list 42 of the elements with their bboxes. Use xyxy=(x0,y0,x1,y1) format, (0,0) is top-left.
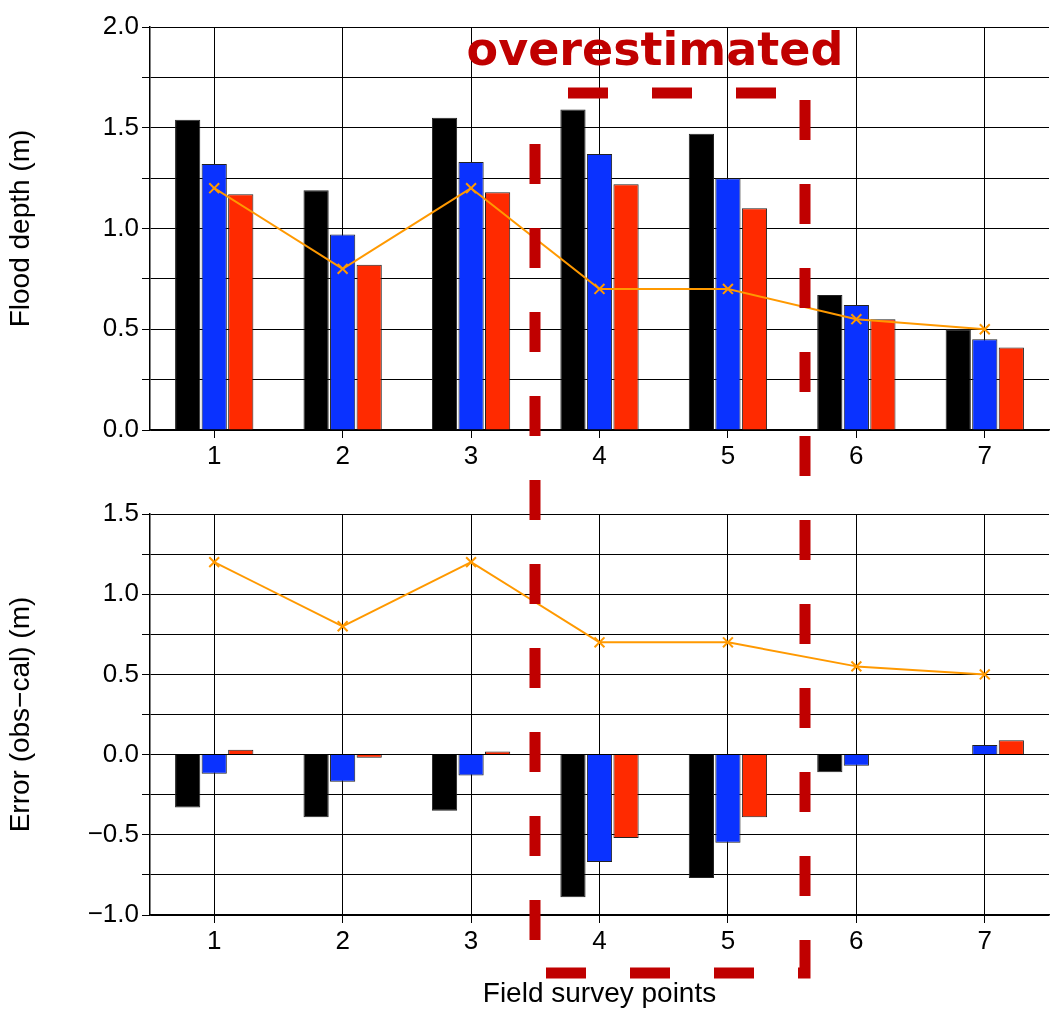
y-tick-label: −0.5 xyxy=(87,817,139,848)
point xyxy=(593,636,606,649)
x-tick-label: 7 xyxy=(977,439,993,470)
x-tick-label: 3 xyxy=(463,439,479,470)
y-tick-label: 1.5 xyxy=(102,497,139,528)
x-tick-label: 1 xyxy=(206,924,222,955)
y-tick-label: 0.0 xyxy=(102,737,139,768)
point xyxy=(721,283,734,295)
point xyxy=(465,182,478,195)
y-axis-title: Error (obs−cal) (m) xyxy=(3,596,35,833)
x-tick-label: 5 xyxy=(720,439,736,470)
point xyxy=(208,556,221,569)
x-tick-label: 7 xyxy=(977,924,993,955)
point xyxy=(978,668,991,681)
point xyxy=(208,182,221,195)
y-tick-label: −1.0 xyxy=(87,898,139,929)
point xyxy=(465,556,478,569)
point xyxy=(336,262,349,275)
point xyxy=(850,660,863,673)
point xyxy=(336,620,349,633)
x-tick-label: 3 xyxy=(463,924,479,955)
point xyxy=(978,323,991,336)
x-tick-label: 1 xyxy=(206,439,222,470)
y-tick-label: 0.5 xyxy=(102,657,139,688)
y-axis-title: Flood depth (m) xyxy=(3,129,35,328)
x-tick-label: 4 xyxy=(592,924,607,955)
y-tick-label: 1.5 xyxy=(102,110,139,141)
y-tick-label: 0.0 xyxy=(102,413,139,444)
point xyxy=(850,313,863,326)
y-tick-label: 1.0 xyxy=(102,211,139,242)
x-axis-title: Field survey points xyxy=(482,976,717,1008)
x-tick-label: 6 xyxy=(849,439,864,470)
point xyxy=(721,636,734,649)
x-tick-label: 5 xyxy=(720,924,736,955)
x-tick-label: 4 xyxy=(592,439,607,470)
point xyxy=(593,283,606,295)
y-tick-label: 0.5 xyxy=(102,312,139,343)
x-tick-label: 2 xyxy=(335,924,350,955)
x-tick-label: 2 xyxy=(335,439,350,470)
x-tick-label: 6 xyxy=(849,924,864,955)
y-tick-label: 2.0 xyxy=(102,10,139,41)
y-tick-label: 1.0 xyxy=(102,577,139,608)
